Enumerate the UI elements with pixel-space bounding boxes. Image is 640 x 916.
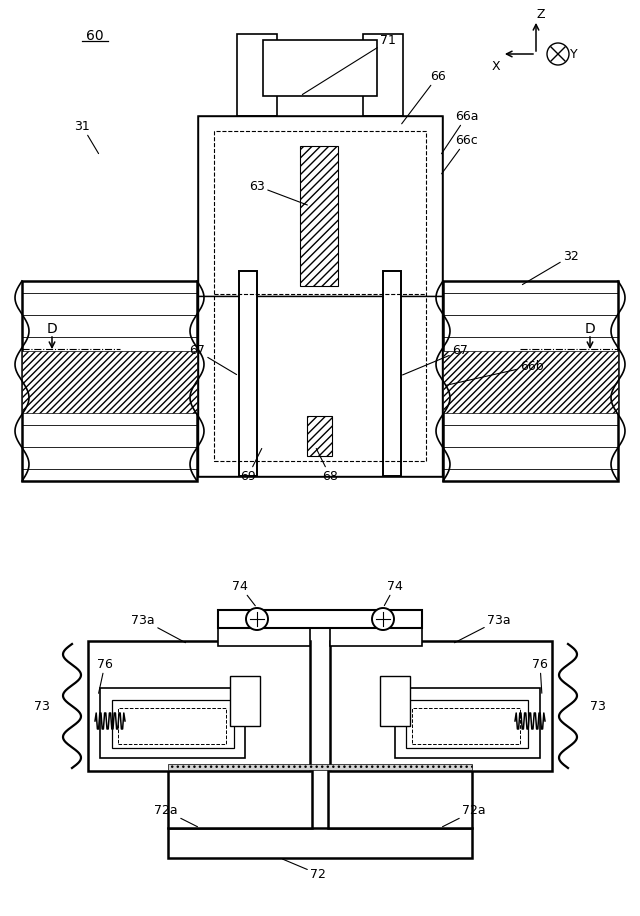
Text: 69: 69	[240, 449, 262, 483]
Circle shape	[547, 43, 569, 65]
Bar	[214, 131, 426, 461]
Bar	[198, 116, 442, 296]
Bar	[168, 828, 472, 858]
Bar	[22, 351, 197, 413]
Text: X: X	[492, 60, 500, 72]
Text: 72a: 72a	[154, 804, 198, 827]
Text: 73a: 73a	[454, 614, 511, 643]
Bar	[168, 770, 312, 828]
Text: 66b: 66b	[445, 359, 543, 386]
Bar	[383, 271, 401, 476]
Text: 73a: 73a	[131, 614, 186, 643]
Bar	[263, 40, 377, 96]
Bar	[112, 700, 234, 748]
Bar	[380, 676, 410, 726]
Bar	[100, 688, 245, 758]
Bar	[443, 281, 618, 481]
Text: 72a: 72a	[442, 804, 486, 827]
Text: 71: 71	[302, 35, 396, 94]
Bar	[443, 351, 618, 413]
Bar	[198, 116, 442, 476]
Text: Y: Y	[570, 48, 578, 60]
Text: 66c: 66c	[442, 134, 477, 174]
Text: 74: 74	[232, 580, 255, 605]
Bar	[239, 271, 257, 476]
Bar	[218, 610, 422, 628]
Text: D: D	[584, 322, 595, 336]
Text: Z: Z	[537, 7, 545, 20]
Text: 63: 63	[249, 180, 307, 205]
Circle shape	[246, 608, 268, 630]
Text: 32: 32	[522, 249, 579, 285]
Text: 60: 60	[86, 29, 104, 43]
Text: 76: 76	[97, 658, 113, 693]
Bar	[330, 626, 422, 646]
Bar	[328, 770, 472, 828]
Circle shape	[372, 608, 394, 630]
Text: 67: 67	[403, 344, 468, 375]
Text: 66: 66	[402, 70, 445, 124]
Bar	[307, 416, 332, 456]
Text: 74: 74	[385, 580, 403, 605]
Text: 76: 76	[532, 658, 548, 693]
Bar	[118, 708, 226, 744]
Bar	[363, 34, 403, 116]
Bar	[330, 641, 552, 771]
Text: 66a: 66a	[442, 110, 479, 154]
Bar	[168, 764, 472, 770]
Text: 68: 68	[316, 449, 338, 483]
Text: 31: 31	[74, 119, 99, 154]
Bar	[406, 700, 528, 748]
Bar	[22, 281, 197, 481]
Text: 73: 73	[590, 700, 606, 713]
Bar	[412, 708, 520, 744]
Text: 73: 73	[34, 700, 50, 713]
Text: 72: 72	[283, 859, 326, 880]
Bar	[237, 34, 277, 116]
Text: 67: 67	[189, 344, 237, 375]
Bar	[218, 626, 310, 646]
Bar	[88, 641, 310, 771]
Bar	[300, 146, 338, 286]
Bar	[230, 676, 260, 726]
Text: D: D	[47, 322, 58, 336]
Bar	[198, 296, 442, 476]
Bar	[395, 688, 540, 758]
